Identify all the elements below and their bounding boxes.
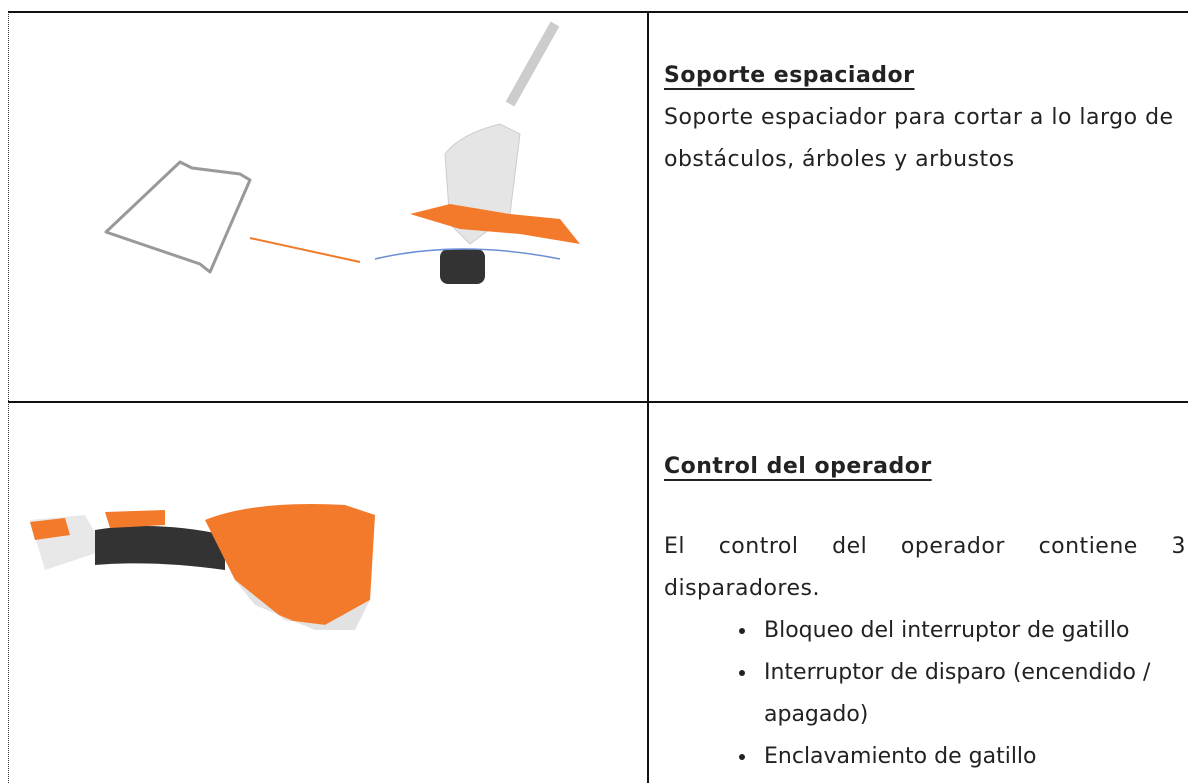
cell-operator-control: Control del operador El control del oper… xyxy=(664,446,1186,778)
top-border xyxy=(8,11,1188,13)
left-border xyxy=(8,12,9,783)
cell-title: Control del operador xyxy=(664,454,932,479)
cell-text: Soporte espaciador para cortar a lo larg… xyxy=(664,105,1174,172)
list-item: Interruptor de disparo (encendido / apag… xyxy=(758,652,1186,736)
spacer-image xyxy=(104,21,580,284)
item-list: Bloqueo del interruptor de gatillo Inter… xyxy=(664,610,1186,778)
list-item: Enclavamiento de gatillo xyxy=(758,736,1186,778)
cell-text: El control del operador contiene 3 dispa… xyxy=(664,534,1186,601)
cell-spacer: Soporte espaciador Soporte espaciador pa… xyxy=(664,55,1186,181)
list-item: Bloqueo del interruptor de gatillo xyxy=(758,610,1186,652)
cell-title: Soporte espaciador xyxy=(664,63,915,88)
operator-control-image xyxy=(30,504,375,630)
column-border xyxy=(647,12,649,783)
row-border xyxy=(8,401,1188,403)
